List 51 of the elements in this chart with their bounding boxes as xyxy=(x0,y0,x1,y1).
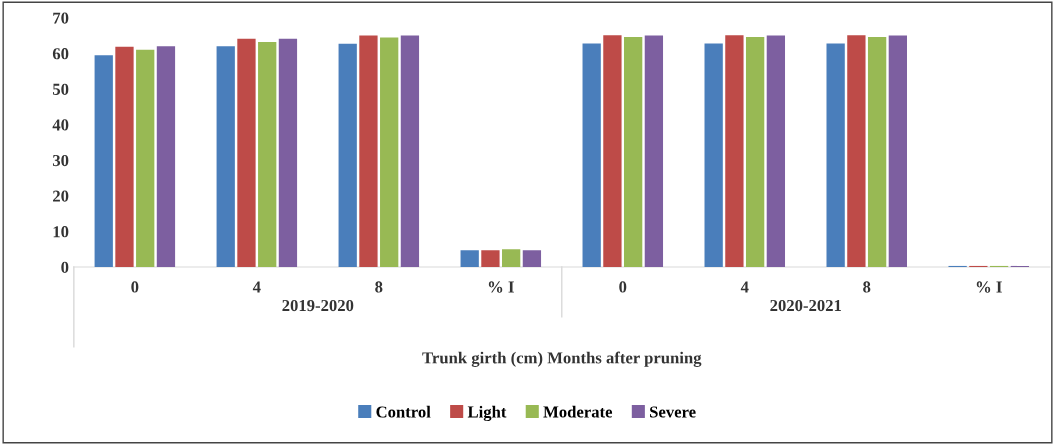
legend-label: Light xyxy=(467,405,507,422)
bar xyxy=(237,38,256,267)
x-tick-label: 8 xyxy=(375,281,383,293)
y-tick-label: 60 xyxy=(52,48,69,60)
bar xyxy=(156,46,176,267)
text: 2019-2020 xyxy=(282,299,354,312)
x-axis-title: Trunk girth (cm) Months after pruning xyxy=(422,351,702,367)
x-tick-label: % I xyxy=(488,281,514,293)
legend-label: Severe xyxy=(650,406,696,418)
text: 2020-2021 xyxy=(770,299,841,312)
x-tick-label: 0 xyxy=(131,281,139,293)
bar xyxy=(481,250,500,267)
bar xyxy=(888,35,907,267)
bar xyxy=(460,250,479,267)
bar xyxy=(278,38,298,267)
legend-label: Moderate xyxy=(543,405,613,418)
x-tick-label: 0 xyxy=(619,281,627,293)
x-tick-label: % I xyxy=(976,281,1002,293)
y-tick-label: 40 xyxy=(52,119,69,131)
bar xyxy=(745,37,765,267)
bar xyxy=(766,35,786,267)
bar xyxy=(338,43,357,267)
bar xyxy=(115,46,134,267)
y-tick-label: 30 xyxy=(52,154,69,167)
y-tick-label: 0 xyxy=(61,261,69,273)
bar xyxy=(704,43,723,267)
x-tick-label: 8 xyxy=(863,281,871,293)
x-tick-label: 4 xyxy=(740,281,749,293)
bar xyxy=(400,35,420,267)
bar xyxy=(94,55,113,267)
bar xyxy=(216,46,235,267)
legend-label: Control xyxy=(376,405,431,418)
bar xyxy=(644,35,664,267)
y-tick-label: 20 xyxy=(53,190,69,202)
bar xyxy=(603,35,622,267)
bar xyxy=(826,43,845,267)
y-tick-label: 10 xyxy=(53,226,69,238)
bar xyxy=(624,37,643,267)
bar xyxy=(867,37,887,267)
x-tick-label: 4 xyxy=(252,281,261,293)
bar xyxy=(380,37,399,267)
bar xyxy=(359,35,378,267)
bar xyxy=(258,42,277,267)
y-tick-label: 50 xyxy=(52,83,69,95)
bar xyxy=(502,249,521,267)
bar xyxy=(522,250,542,267)
y-tick-label: 70 xyxy=(53,12,69,24)
bar xyxy=(725,35,744,267)
bar xyxy=(847,35,866,267)
bar xyxy=(136,49,155,267)
bar xyxy=(582,43,601,267)
